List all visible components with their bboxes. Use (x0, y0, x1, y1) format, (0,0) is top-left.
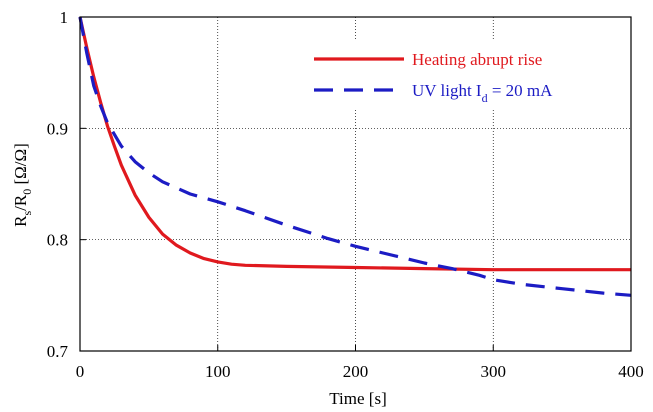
legend-label-uv-sub: d (482, 91, 488, 105)
y-axis-title-sub2: 0 (20, 189, 34, 195)
x-tick-label: 200 (343, 362, 369, 381)
legend: Heating abrupt rise UV light Id = 20 mA (300, 40, 622, 110)
legend-label-uv-main: UV light I (412, 81, 482, 100)
y-axis-title-slash: /R (11, 194, 30, 211)
legend-label-uv-suffix: = 20 mA (488, 81, 554, 100)
y-axis-title-unit: [Ω/Ω] (11, 143, 30, 189)
y-tick-label: 1 (60, 8, 69, 27)
y-tick-label: 0.9 (47, 119, 68, 138)
legend-label-uv: UV light Id = 20 mA (412, 81, 553, 105)
y-tick-label: 0.7 (47, 342, 69, 361)
series-layer (78, 16, 632, 297)
x-tick-label: 300 (481, 362, 507, 381)
y-tick-label: 0.8 (47, 231, 68, 250)
y-axis-title: Rs/R0 [Ω/Ω] (11, 143, 34, 227)
x-axis-title: Time [s] (329, 389, 386, 408)
series-line-1 (78, 16, 632, 297)
ticks: 0 100 200 300 400 0.7 0.8 0.9 1 (47, 8, 644, 381)
y-axis-title-sub1: s (20, 210, 34, 215)
y-axis-title-base: R (11, 215, 30, 227)
x-tick-label: 0 (76, 362, 85, 381)
legend-background (300, 40, 622, 110)
x-tick-label: 100 (205, 362, 231, 381)
grid (80, 17, 631, 351)
legend-label-heating: Heating abrupt rise (412, 50, 542, 69)
x-tick-label: 400 (618, 362, 644, 381)
